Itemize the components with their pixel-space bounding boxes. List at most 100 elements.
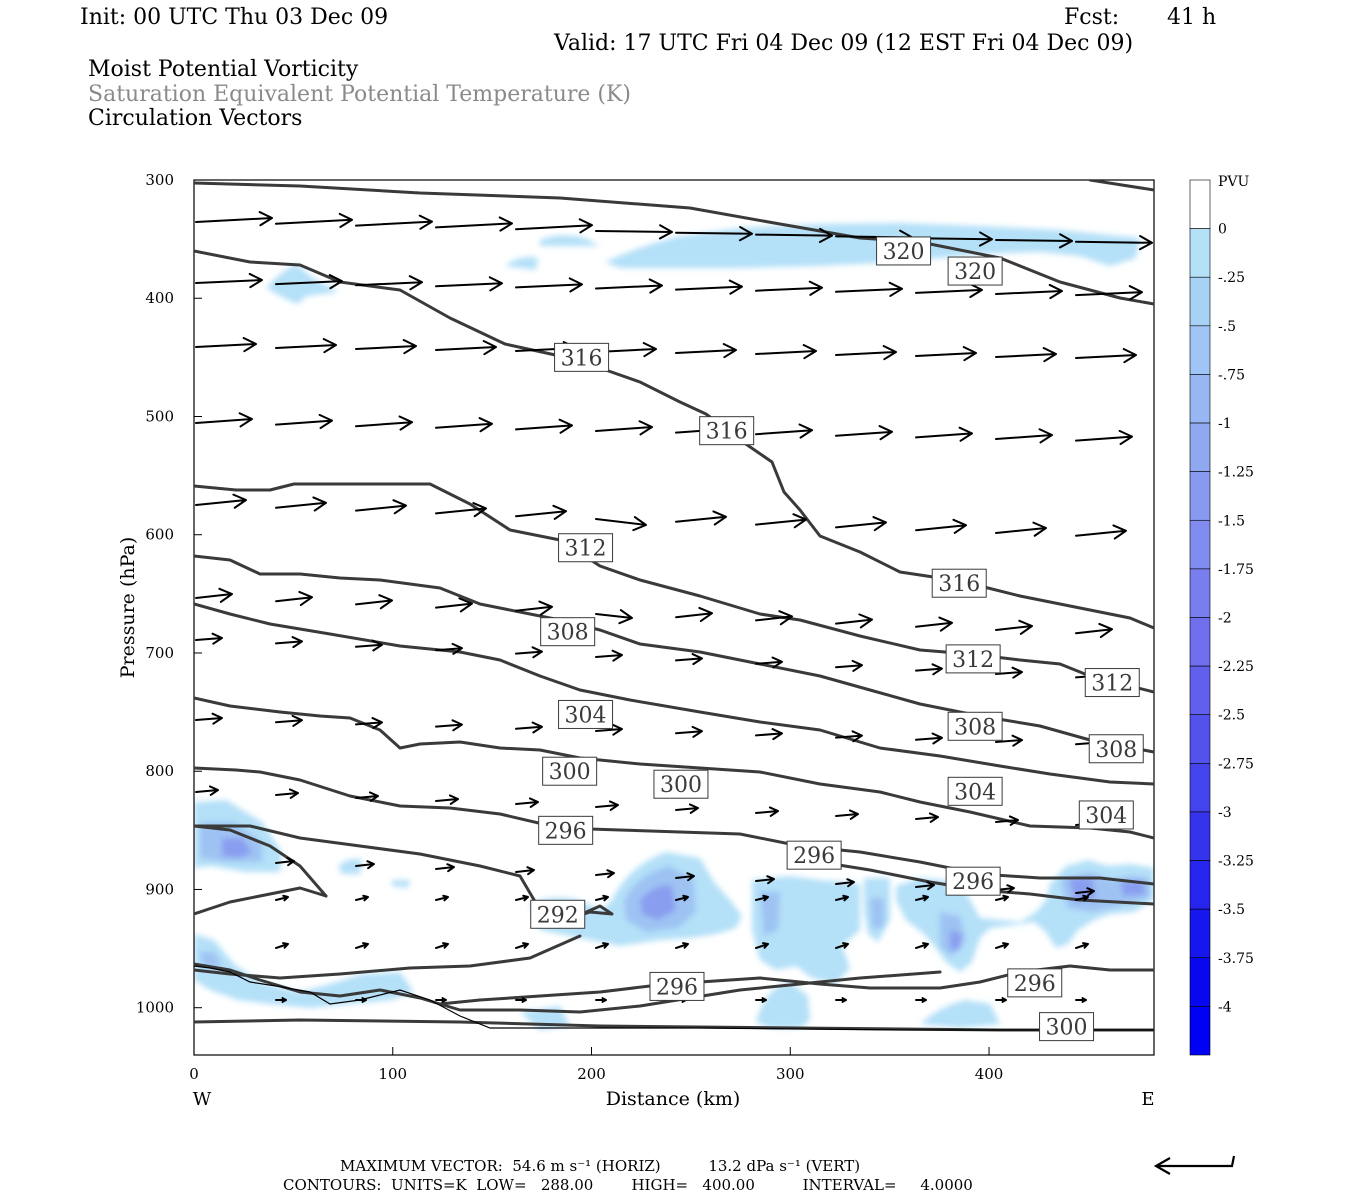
contour-label-box (1088, 734, 1144, 764)
circulation-vector (915, 812, 939, 823)
circulation-vector (355, 997, 367, 1003)
circulation-vector (195, 337, 257, 353)
colorbar-label: -1.75 (1218, 562, 1254, 578)
circulation-vector (435, 216, 513, 232)
colorbar-label: -1 (1218, 416, 1232, 432)
circulation-vector (275, 714, 303, 727)
circulation-vector (835, 730, 863, 743)
circulation-vector (755, 656, 783, 669)
circulation-vector (275, 212, 353, 229)
contour-label: 304 (1078, 800, 1134, 830)
terrain-line (194, 965, 1154, 1031)
contour-label: 300 (542, 756, 598, 786)
circulation-vector (515, 797, 539, 808)
circulation-vector (995, 997, 1007, 1003)
contour-label: 320 (876, 236, 932, 266)
colorbar-label: -2.75 (1218, 756, 1254, 772)
forecast-hour: 41 h (1167, 5, 1217, 30)
circulation-vector (515, 277, 583, 293)
colorbar-segment (1189, 519, 1211, 570)
circulation-vector (1075, 894, 1089, 902)
circulation-vector (835, 613, 873, 629)
contour-labels: 320 320 316 316 316 312 312 312 308 308 308 304 304 3… (530, 236, 1144, 1042)
circulation-vector (1075, 942, 1089, 949)
contour-label-box (538, 815, 594, 845)
circulation-vector (195, 587, 233, 603)
pv-colorbar: PVU 0 -.25 -.5 -.75 -1 -1.25 -1.5 -1.75 -2 -2.25 -2… (1189, 174, 1254, 1056)
contour-label-text: 296 (1014, 972, 1056, 997)
colorbar-segment (1189, 763, 1211, 813)
circulation-vector (435, 942, 449, 949)
colorbar-label: -.75 (1218, 367, 1245, 383)
circulation-vector (1075, 429, 1133, 446)
circulation-vector (595, 942, 609, 949)
contour-label-box (540, 617, 596, 647)
colorbar-segment (1189, 714, 1211, 764)
colorbar-segment (1189, 374, 1211, 424)
circulation-vector (355, 894, 369, 902)
colorbar-segment (1189, 908, 1211, 959)
circulation-vector (675, 510, 727, 526)
circulation-vector (355, 860, 375, 870)
contour-label: 316 (554, 342, 610, 372)
circulation-vector (355, 214, 433, 230)
colorbar-segment (1189, 1006, 1211, 1056)
colorbar-label: -2.5 (1218, 708, 1245, 724)
circulation-vector (595, 516, 647, 532)
contour-label: 300 (1039, 1012, 1095, 1042)
east-label: E (1141, 1089, 1154, 1110)
x-tick-label: 100 (378, 1065, 407, 1083)
circulation-vector (355, 717, 383, 730)
contour-label-box (530, 899, 586, 929)
circulation-vector (915, 942, 929, 949)
circulation-vector (275, 997, 287, 1003)
circulation-vector (835, 425, 893, 441)
circulation-vector (515, 646, 543, 659)
contour-label: 296 (786, 840, 842, 870)
contour-label-box (653, 769, 709, 799)
circulation-vector (275, 788, 299, 799)
circulation-vector (195, 785, 219, 796)
circulation-vector (515, 418, 573, 434)
max-vector-text: MAXIMUM VECTOR: 54.6 m s⁻¹ (HORIZ) 13.2 … (340, 1157, 861, 1175)
circulation-vector (835, 516, 887, 532)
contour-label-box (1007, 968, 1063, 998)
circulation-vector (755, 728, 783, 741)
circulation-vector (1075, 348, 1137, 364)
circulation-vector (755, 806, 779, 817)
contour-label: 308 (947, 711, 1003, 741)
colorbar-label: -2.25 (1218, 659, 1254, 675)
circulation-vector (755, 280, 823, 296)
pressure-axis: 300 400 500 600 700 800 900 1000 Pressure (hPa) (117, 171, 202, 1017)
circulation-vector (995, 619, 1033, 635)
circulation-vector (275, 274, 343, 290)
contour-label-box (931, 568, 987, 598)
circulation-vector (755, 227, 833, 244)
y-axis-label: Pressure (hPa) (117, 537, 139, 679)
x-axis-label: Distance (km) (606, 1088, 741, 1110)
pv-shading (194, 223, 1154, 1030)
circulation-vector (595, 224, 673, 240)
circulation-vector (435, 863, 455, 873)
circulation-vector (995, 942, 1009, 949)
circulation-vector (275, 857, 295, 867)
circulation-vector (835, 281, 903, 297)
contour-label: 312 (1084, 668, 1140, 698)
y-tick-label: 300 (145, 171, 174, 189)
colorbar-segment (1189, 957, 1211, 1007)
y-tick-label: 1000 (136, 999, 174, 1017)
circulation-vector (435, 340, 497, 356)
circulation-vector (995, 815, 1019, 826)
contour-label-box (947, 776, 1003, 806)
circulation-vector (595, 894, 609, 902)
circulation-vector (675, 894, 689, 902)
colorbar-label: -3.5 (1218, 902, 1245, 918)
circulation-vector (275, 894, 289, 902)
circulation-vector (515, 997, 527, 1003)
reference-vector (1153, 1155, 1236, 1175)
west-label: W (193, 1089, 212, 1110)
circulation-vector (675, 279, 743, 295)
circulation-vector (755, 894, 769, 902)
contour-label-text: 304 (565, 703, 607, 728)
circulation-vector (755, 610, 793, 626)
